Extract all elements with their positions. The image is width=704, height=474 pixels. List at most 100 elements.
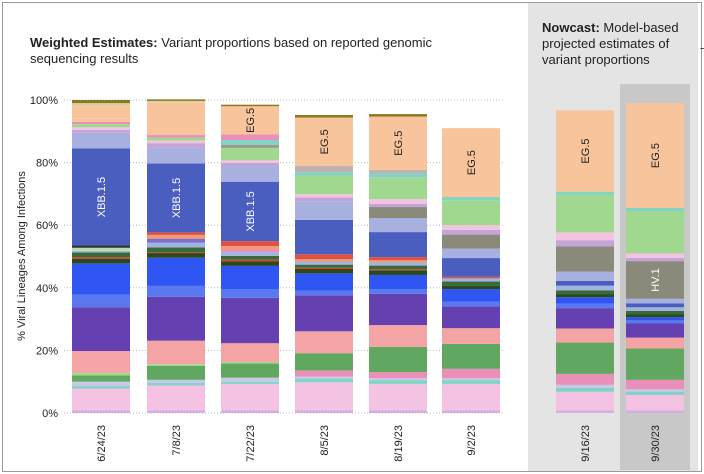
bar-segment <box>295 267 353 270</box>
bar-segment <box>626 258 684 262</box>
bar-segment <box>442 289 500 302</box>
bar-segment <box>72 106 130 119</box>
bar-segment <box>442 368 500 379</box>
bar-segment <box>147 247 205 253</box>
bar-segment <box>72 247 130 251</box>
bar-segment <box>72 245 130 248</box>
variant-label: EG.5 <box>245 108 257 133</box>
bar-segment <box>442 128 500 198</box>
bar-segment <box>442 343 500 369</box>
bar-segment <box>442 301 500 307</box>
bar-segment <box>369 232 427 258</box>
bar-segment <box>147 135 205 138</box>
bar-segment <box>147 257 205 286</box>
bar-segment <box>442 278 500 282</box>
bar-segment <box>72 124 130 128</box>
bar-segment <box>221 106 279 135</box>
bar-segment <box>72 388 130 411</box>
bar-segment <box>221 383 279 411</box>
bar-segment <box>72 121 130 125</box>
variant-label: XBB.1.5 <box>245 191 257 231</box>
bar-segment <box>72 103 130 107</box>
bar-segment <box>221 248 279 253</box>
bar-segment <box>369 173 427 178</box>
y-tick-label: 100% <box>30 95 58 107</box>
bar-segment <box>72 294 130 308</box>
bar-segment <box>295 172 353 176</box>
x-tick-label: 9/30/23 <box>650 425 662 462</box>
bar-segment <box>72 351 130 373</box>
bar-segment <box>442 248 500 259</box>
weighted-estimates-title-rest: Variant proportions based on reported ge… <box>30 35 432 66</box>
bar-segment <box>626 103 684 208</box>
bar-segment <box>295 254 353 260</box>
nowcast-title-bold: Nowcast: <box>542 20 600 35</box>
bar-segment <box>442 276 500 279</box>
bar-segment <box>147 100 205 103</box>
y-tick-label: 40% <box>36 283 58 295</box>
bar-segment <box>147 410 205 413</box>
bar-segment <box>556 308 614 329</box>
bar-segment <box>556 294 614 298</box>
bar-segment <box>147 234 205 239</box>
bar-segment <box>221 246 279 249</box>
bar-segment <box>147 253 205 258</box>
bar-segment <box>626 298 684 304</box>
bar-segment <box>442 410 500 413</box>
bar-segment <box>295 194 353 198</box>
bar-segment <box>221 140 279 145</box>
bar-segment <box>147 147 205 164</box>
bar-segment <box>295 115 353 118</box>
bar-segment <box>221 104 279 107</box>
bar-segment <box>369 269 427 271</box>
bar-segment <box>221 289 279 298</box>
bar-segment <box>369 260 427 263</box>
bar-segment <box>442 229 500 235</box>
bar-segment <box>221 297 279 344</box>
bar-segment <box>626 379 684 390</box>
bar-segment <box>147 379 205 383</box>
bar-segment <box>556 110 614 192</box>
bar-segment <box>221 166 279 182</box>
bar-segment <box>221 147 279 161</box>
bar-segment <box>442 197 500 201</box>
bar-segment <box>369 274 427 290</box>
variant-label: EG.5 <box>393 131 405 156</box>
bar-segment <box>442 234 500 249</box>
bar-segment <box>369 371 427 379</box>
bar-segment <box>556 246 614 272</box>
bar-segment <box>556 194 614 233</box>
variant-label: EG.5 <box>650 143 662 168</box>
bar-segment <box>369 257 427 261</box>
bar-segment <box>72 307 130 352</box>
bar-segment <box>72 129 130 133</box>
bar-segment <box>295 273 353 291</box>
nowcast-title-rest: Model-based projected estimates of varia… <box>542 20 679 67</box>
bar-segment <box>556 303 614 309</box>
bar-segment <box>147 143 205 148</box>
bar-segment <box>221 255 279 260</box>
bar-segment <box>626 314 684 318</box>
bar-segment <box>369 116 427 170</box>
bar-segment <box>626 389 684 392</box>
stray-mark: - <box>700 40 704 55</box>
bar-segment <box>626 337 684 349</box>
bar-segment <box>72 250 130 253</box>
bar-segment <box>369 293 427 326</box>
bar-segment <box>556 342 614 374</box>
nowcast-title: Nowcast: Model-based projected estimates… <box>542 20 687 68</box>
bar-segment <box>369 218 427 233</box>
bar-segment <box>295 370 353 377</box>
bar-segment <box>556 191 614 195</box>
bar-segment <box>556 232 614 241</box>
bar-segment <box>369 289 427 294</box>
bar-segment <box>626 317 684 321</box>
bar-segment <box>147 364 205 366</box>
bar-segment <box>442 328 500 344</box>
bar-segment <box>221 160 279 163</box>
bar-segment <box>556 328 614 343</box>
bar-segment <box>626 320 684 324</box>
bar-segment <box>147 285 205 297</box>
bar-segment <box>72 118 130 122</box>
